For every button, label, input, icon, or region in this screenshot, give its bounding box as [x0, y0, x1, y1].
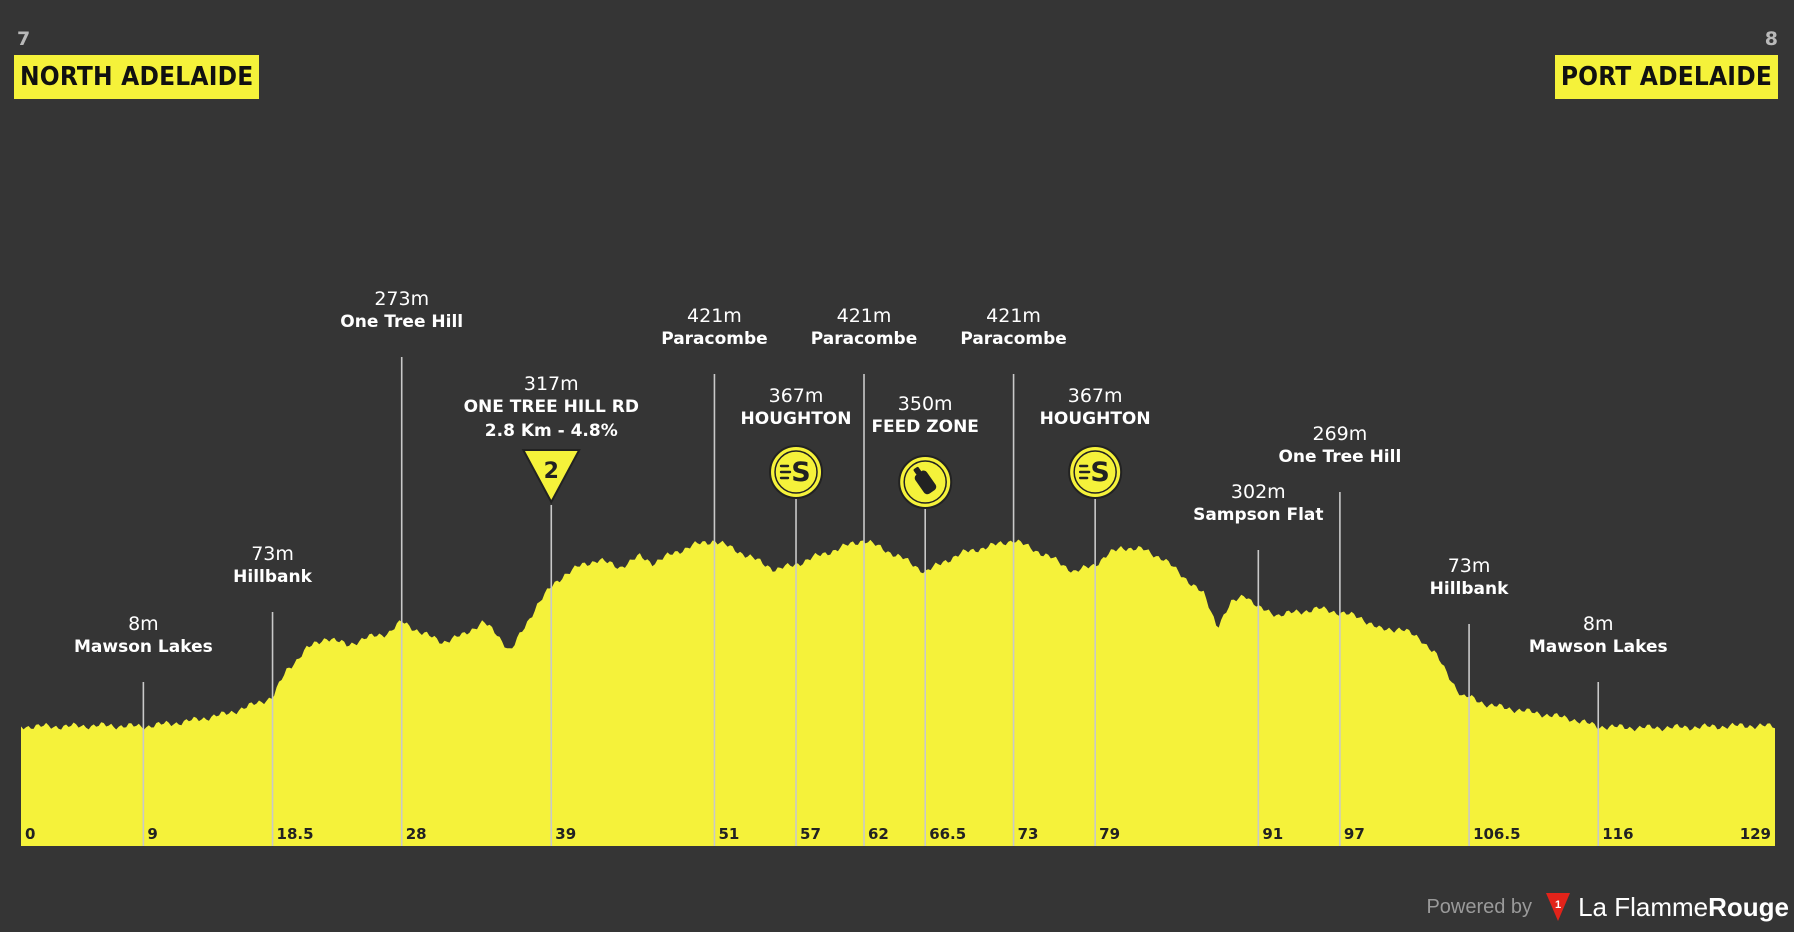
finish-city-badge: PORT ADELAIDE [1554, 55, 1778, 99]
km-tick-label: 79 [1099, 825, 1120, 843]
marker-name: Mawson Lakes [74, 637, 213, 657]
marker-name: Hillbank [233, 567, 312, 587]
km-tick-label: 57 [800, 825, 821, 843]
marker-altitude: 302m [1231, 481, 1286, 503]
svg-text:2: 2 [544, 459, 559, 484]
marker-name: One Tree Hill [1278, 447, 1401, 467]
elevation-area [21, 539, 1775, 846]
sprint-icon: S [769, 445, 824, 499]
marker-name: HOUGHTON [1040, 409, 1151, 429]
logo-badge-text: 1 [1555, 899, 1561, 911]
marker-name: Sampson Flat [1193, 505, 1323, 525]
marker-altitude: 421m [687, 305, 742, 327]
marker-name: HOUGHTON [741, 409, 852, 429]
marker-altitude: 8m [1583, 613, 1614, 635]
powered-by-text: Powered by [1426, 895, 1533, 918]
marker-altitude: 350m [898, 393, 953, 415]
marker-name: Paracombe [661, 329, 768, 349]
feed-zone-bottle-icon [898, 455, 953, 509]
marker-name: Paracombe [960, 329, 1067, 349]
marker-altitude: 421m [986, 305, 1041, 327]
start-stage-number: 7 [17, 28, 31, 50]
start-city-badge: NORTH ADELAIDE [14, 55, 260, 99]
marker-detail: 2.8 Km - 4.8% [485, 421, 618, 441]
brand-name-light: La Flamme [1578, 891, 1709, 922]
marker-name: Mawson Lakes [1529, 637, 1668, 657]
km-tick-label: 106.5 [1473, 825, 1520, 843]
footer-attribution: Powered by 1 La FlammeRouge [1426, 890, 1789, 924]
sprint-icon: S [1068, 445, 1123, 499]
marker-altitude: 269m [1313, 423, 1368, 445]
svg-text:S: S [791, 457, 810, 488]
marker-altitude: 367m [1068, 385, 1123, 407]
km-tick-label: 62 [868, 825, 889, 843]
brand-name-bold: Rouge [1708, 891, 1789, 922]
km-tick-label: 39 [555, 825, 576, 843]
brand-name: La FlammeRouge [1578, 892, 1789, 923]
km-tick-label: 73 [1018, 825, 1039, 843]
svg-text:S: S [1090, 457, 1109, 488]
marker-altitude: 73m [1448, 555, 1491, 577]
marker-name: ONE TREE HILL RD [464, 397, 639, 417]
marker-altitude: 317m [524, 373, 579, 395]
marker-name: Paracombe [811, 329, 918, 349]
marker-altitude: 273m [374, 288, 429, 310]
marker-name: One Tree Hill [340, 312, 463, 332]
km-tick-label: 28 [406, 825, 427, 843]
marker-altitude: 73m [251, 543, 294, 565]
marker-name: FEED ZONE [871, 417, 979, 437]
la-flamme-rouge-logo-icon: 1 [1546, 893, 1571, 921]
marker-altitude: 367m [769, 385, 824, 407]
marker-altitude: 8m [128, 613, 159, 635]
km-tick-label: 116 [1602, 825, 1633, 843]
finish-stage-number: 8 [1764, 28, 1778, 50]
km-tick-label: 51 [718, 825, 739, 843]
km-tick-label: 18.5 [277, 825, 314, 843]
km-tick-label: 91 [1262, 825, 1283, 843]
km-tick-label: 97 [1344, 825, 1365, 843]
km-tick-label: 66.5 [929, 825, 966, 843]
marker-altitude: 421m [837, 305, 892, 327]
km-tick-label: 9 [147, 825, 157, 843]
kom-category-2-icon: 2 [521, 449, 581, 505]
km-tick-label: 0 [25, 825, 35, 843]
km-tick-label: 129 [1740, 825, 1771, 843]
marker-name: Hillbank [1430, 579, 1509, 599]
